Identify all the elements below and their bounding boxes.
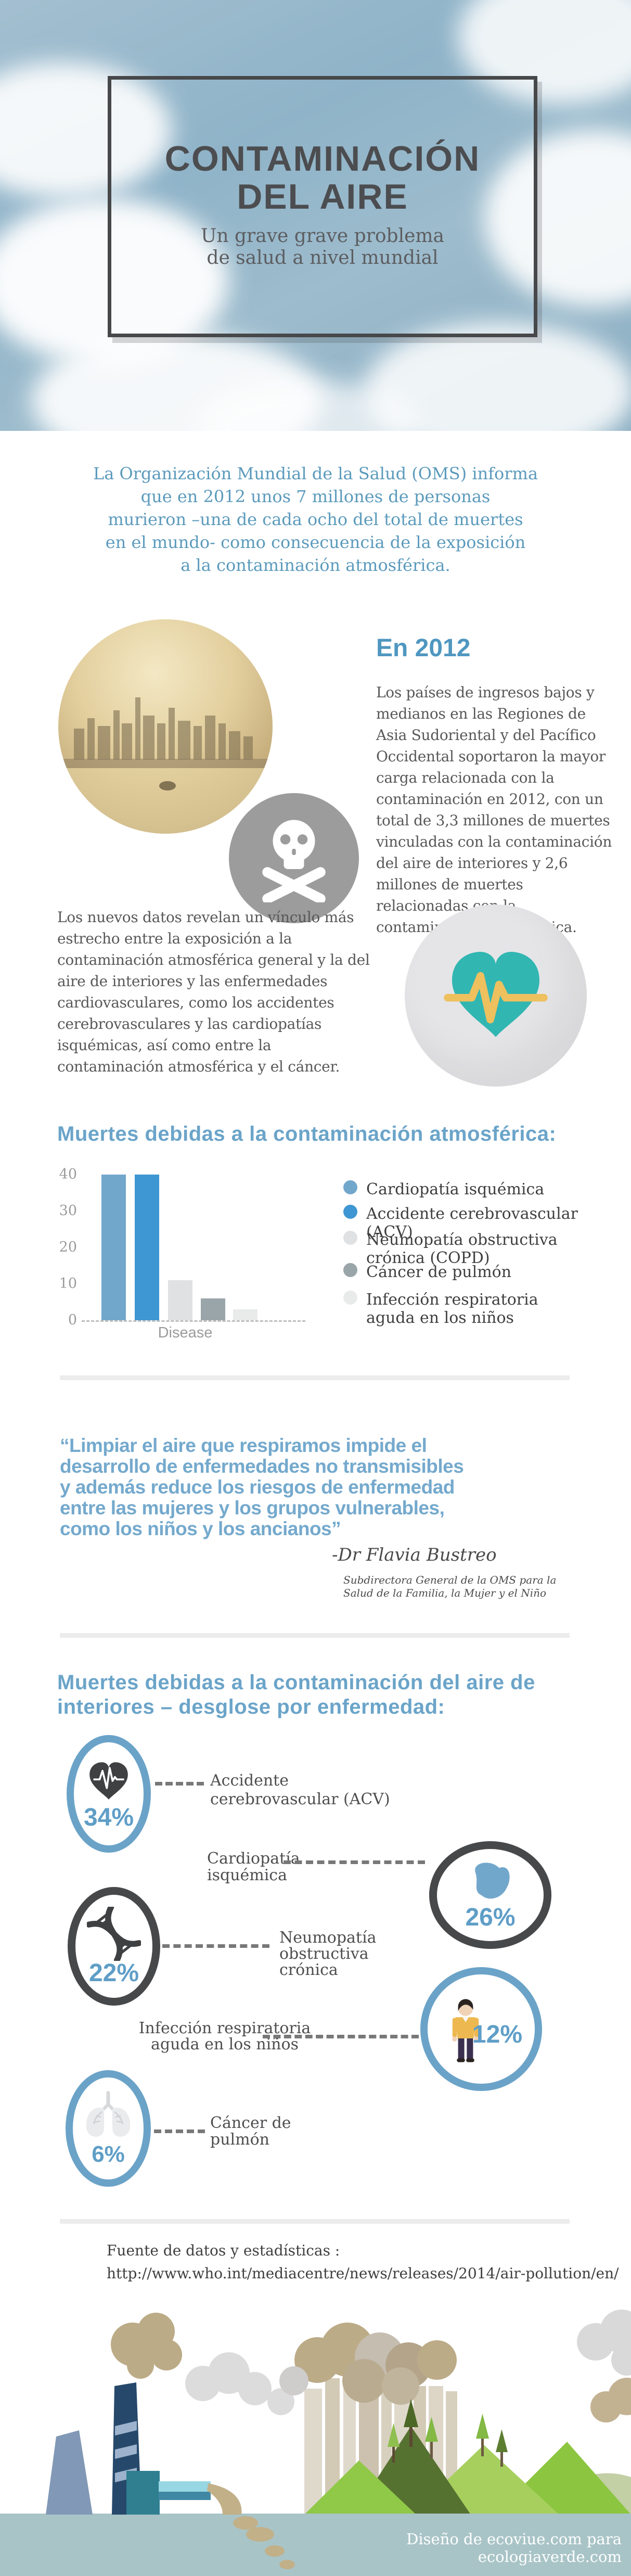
legend-label: Cáncer de pulmón bbox=[366, 1263, 512, 1281]
chart-x-axis-label: Disease bbox=[158, 1324, 213, 1341]
quote-line: desarrollo de enfermedades no transmisib… bbox=[60, 1456, 464, 1477]
title-box: CONTAMINACIÓN DEL AIRE Un grave grave pr… bbox=[108, 76, 537, 337]
footer-illustration bbox=[0, 2310, 631, 2576]
stat-percent: 34% bbox=[83, 1804, 134, 1831]
y-tick-20: 20 bbox=[59, 1239, 77, 1255]
legend-swatch bbox=[343, 1205, 357, 1219]
legend-swatch bbox=[343, 1180, 357, 1194]
water bbox=[0, 2514, 631, 2576]
connector-dash bbox=[263, 2035, 419, 2038]
source-url: http://www.who.int/mediacentre/news/rele… bbox=[107, 2265, 619, 2282]
stat-percent: 22% bbox=[88, 1959, 139, 1987]
quote-line: “Limpiar el aire que respiramos impide e… bbox=[60, 1435, 427, 1456]
chart-baseline bbox=[82, 1320, 305, 1322]
factory bbox=[46, 2382, 295, 2569]
quote-line: y además reduce los riesgos de enfermeda… bbox=[60, 1476, 455, 1498]
bar-0 bbox=[101, 1175, 126, 1320]
child-figure-icon bbox=[452, 1999, 479, 2062]
quote-attribution-role: Subdirectora General de la OMS para la S… bbox=[343, 1574, 557, 1599]
en2012-body: Los países de ingresos bajos y medianos … bbox=[376, 684, 612, 936]
stat-percent: 6% bbox=[92, 2141, 125, 2167]
stat-percent: 12% bbox=[472, 2021, 522, 2048]
heart-ekg-icon bbox=[444, 952, 548, 1037]
lungs-icon bbox=[86, 2091, 131, 2137]
legend-label: Neumopatía obstructiva crónica (COPD) bbox=[366, 1231, 558, 1267]
stat-circle-copd: 22% bbox=[68, 1887, 160, 2006]
mountains bbox=[304, 2426, 631, 2515]
y-tick-0: 0 bbox=[68, 1312, 77, 1328]
heart-ekg-badge bbox=[405, 904, 587, 1087]
legend-label: Cardiopatía isquémica bbox=[366, 1180, 545, 1198]
stat-circle-cardiopatia: 26% bbox=[429, 1841, 551, 1949]
stat-circle-infeccion: 12% bbox=[420, 1967, 542, 2091]
source-label: Fuente de datos y estadísticas : bbox=[107, 2242, 340, 2259]
bar-chart: 0 10 20 30 40 Disease Cardiopatía isquémica A… bbox=[0, 1166, 631, 1341]
design-credit: Diseño de ecoviue.com para ecologiaverde… bbox=[406, 2530, 622, 2566]
stat-label-cancer: Cáncer de pulmón bbox=[210, 2114, 291, 2149]
connector-dash bbox=[162, 1944, 269, 1948]
quote-line: como los niños y los ancianos” bbox=[60, 1518, 341, 1539]
dna-icon bbox=[87, 1907, 141, 1961]
intro-line: murieron –una de cada ocho del total de … bbox=[108, 509, 523, 529]
legend-label: Infección respiratoria aguda en los niño… bbox=[366, 1291, 538, 1327]
legend-item-4: Infección respiratoria aguda en los niño… bbox=[343, 1291, 580, 1327]
connector-dash bbox=[155, 1782, 204, 1786]
bar-4 bbox=[233, 1309, 257, 1320]
cardio-paragraph: Los nuevos datos revelan un vínculo más … bbox=[57, 909, 370, 1075]
city-skyline-silhouette bbox=[58, 697, 273, 834]
section-divider bbox=[60, 2219, 570, 2224]
legend-item-2: Neumopatía obstructiva crónica (COPD) bbox=[343, 1231, 580, 1267]
bar-3 bbox=[201, 1298, 225, 1320]
legend-item-0: Cardiopatía isquémica bbox=[343, 1180, 580, 1198]
page-subtitle-line1: Un grave grave problema bbox=[201, 225, 444, 247]
stat-label-cardiopatia: Cardiopatía isquémica bbox=[207, 1850, 300, 1884]
intro-line: que en 2012 unos 7 millones de personas bbox=[140, 487, 491, 506]
connector-dash bbox=[154, 2129, 205, 2133]
sky-header-photo: CONTAMINACIÓN DEL AIRE Un grave grave pr… bbox=[0, 0, 631, 431]
heart-ekg-dark-icon bbox=[89, 1762, 128, 1800]
intro-line: a la contaminación atmosférica. bbox=[181, 555, 450, 575]
stat-label-copd: Neumopatía obstructiva crónica bbox=[279, 1929, 377, 1979]
quote-block: “Limpiar el aire que respiramos impide e… bbox=[60, 1435, 464, 1539]
bar-2 bbox=[168, 1280, 192, 1320]
stat-percent: 26% bbox=[465, 1903, 516, 1931]
quote-attribution: -Dr Flavia Bustreo bbox=[332, 1545, 497, 1565]
skull-crossbones-badge bbox=[223, 787, 365, 929]
anatomical-heart-icon bbox=[474, 1862, 510, 1898]
smoke-clouds bbox=[111, 2310, 631, 2422]
page-title-line2: DEL AIRE bbox=[237, 177, 408, 216]
pine-trees bbox=[388, 2399, 508, 2467]
legend-swatch bbox=[343, 1231, 357, 1245]
stat-label-acv: Accidente cerebrovascular (ACV) bbox=[210, 1771, 390, 1808]
stat-label-infeccion: Infección respiratoria aguda en los niño… bbox=[138, 2019, 311, 2054]
stat-circle-acv: 34% bbox=[67, 1735, 151, 1853]
connector-dash bbox=[284, 1860, 425, 1864]
legend-swatch bbox=[343, 1263, 357, 1277]
bar-1 bbox=[135, 1175, 159, 1320]
quote-line: entre las mujeres y los grupos vulnerabl… bbox=[60, 1497, 445, 1519]
en2012-heading: En 2012 bbox=[376, 634, 471, 662]
intro-line: La Organización Mundial de la Salud (OMS… bbox=[93, 464, 538, 483]
y-tick-40: 40 bbox=[59, 1166, 77, 1182]
intro-line: en el mundo- como consecuencia de la exp… bbox=[105, 532, 526, 552]
section-divider bbox=[60, 1633, 570, 1638]
y-tick-10: 10 bbox=[59, 1276, 77, 1292]
intro-paragraph: La Organización Mundial de la Salud (OMS… bbox=[0, 462, 631, 577]
legend-swatch bbox=[343, 1291, 357, 1305]
section-divider bbox=[60, 1375, 570, 1380]
stat-circle-cancer: 6% bbox=[66, 2070, 151, 2187]
smog-city-photo bbox=[58, 619, 273, 834]
legend-item-1: Accidente cerebrovascular (ACV) bbox=[343, 1205, 580, 1241]
legend-label: Accidente cerebrovascular (ACV) bbox=[366, 1205, 578, 1241]
y-tick-30: 30 bbox=[59, 1203, 77, 1219]
chart-section-heading: Muertes debidas a la contaminación atmos… bbox=[57, 1123, 557, 1145]
skull-crossbones-icon bbox=[262, 820, 326, 902]
legend-item-3: Cáncer de pulmón bbox=[343, 1263, 580, 1281]
breakdown-section-heading: Muertes debidas a la contaminación del a… bbox=[57, 1671, 535, 1718]
page-subtitle-line2: de salud a nivel mundial bbox=[207, 247, 439, 269]
cloud-shape bbox=[0, 62, 172, 198]
page-title-line1: CONTAMINACIÓN bbox=[164, 139, 481, 178]
